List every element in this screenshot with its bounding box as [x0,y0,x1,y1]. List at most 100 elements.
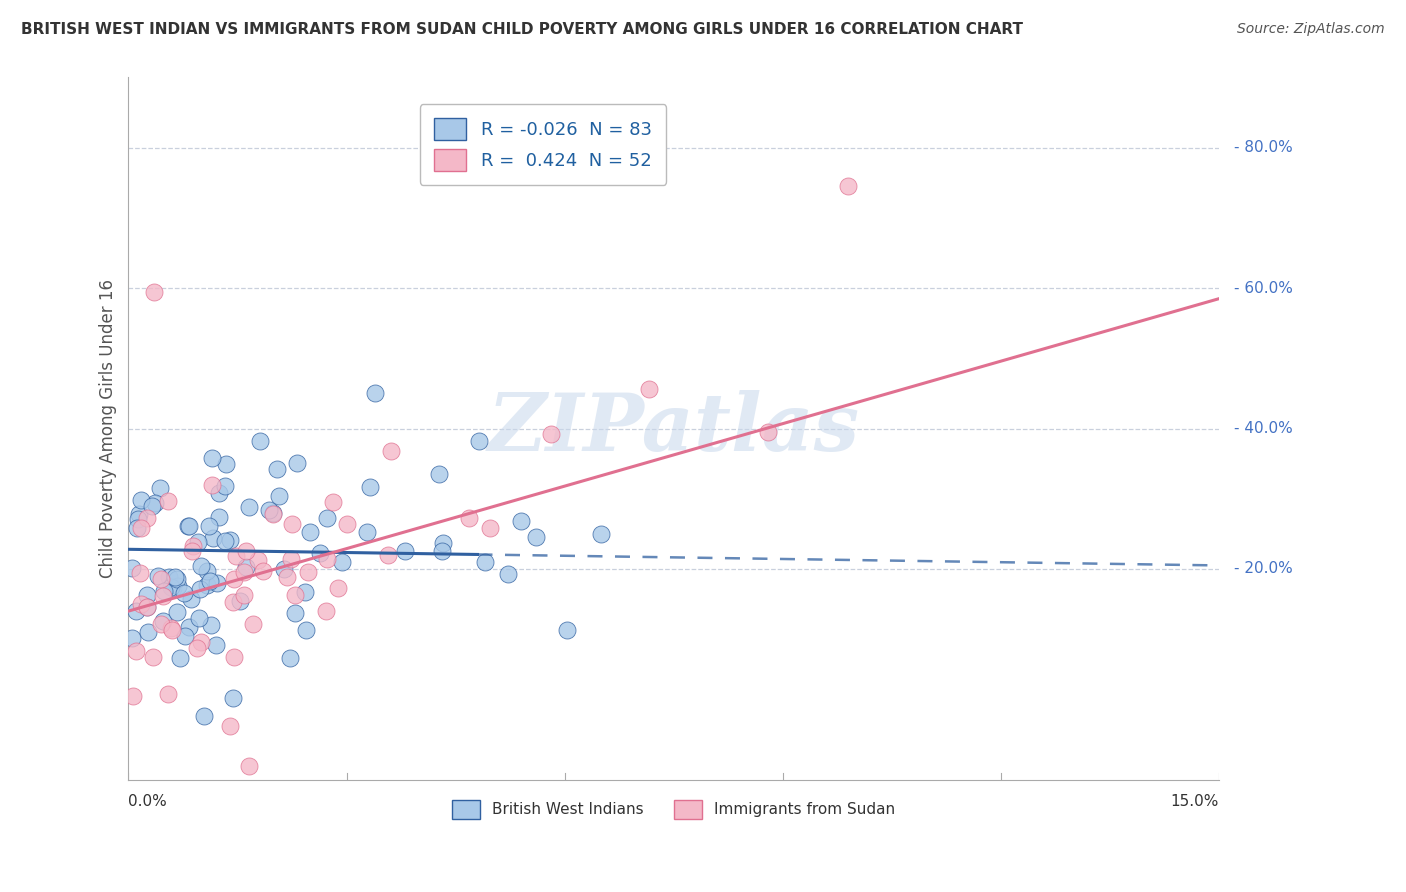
Point [180,591,202,606]
Point [121,560,143,574]
Point [540,427,562,442]
Point [152,584,174,599]
Point [356,525,378,540]
Point [160,621,183,635]
Point [591,527,613,541]
Point [294,624,316,638]
Point [125,644,148,658]
Text: - 60.0%: - 60.0% [1233,281,1292,295]
Legend: British West Indians, Immigrants from Sudan: British West Indians, Immigrants from Su… [446,794,901,824]
Point [359,480,381,494]
Text: - 40.0%: - 40.0% [1233,421,1292,436]
Point [322,495,344,509]
Point [121,631,143,645]
Point [394,544,416,558]
Point [200,618,222,632]
Point [432,536,454,550]
Point [165,570,187,584]
Point [233,588,256,602]
Point [135,599,157,614]
Point [166,572,188,586]
Point [309,546,332,560]
Point [336,516,359,531]
Text: - 80.0%: - 80.0% [1233,140,1292,155]
Point [201,478,224,492]
Point [242,617,264,632]
Point [198,518,221,533]
Point [294,584,316,599]
Point [284,607,307,621]
Point [235,559,257,574]
Point [280,516,302,531]
Point [187,534,209,549]
Point [299,525,322,540]
Point [162,581,184,595]
Point [427,467,450,481]
Point [195,578,218,592]
Point [166,605,188,619]
Point [479,521,502,535]
Point [186,641,208,656]
Point [148,568,170,582]
Point [135,600,157,615]
Text: 15.0%: 15.0% [1171,794,1219,809]
Point [262,507,284,521]
Text: BRITISH WEST INDIAN VS IMMIGRANTS FROM SUDAN CHILD POVERTY AMONG GIRLS UNDER 16 : BRITISH WEST INDIAN VS IMMIGRANTS FROM S… [21,22,1024,37]
Point [249,434,271,448]
Point [160,624,183,638]
Point [152,589,174,603]
Point [128,508,150,522]
Point [278,651,301,665]
Point [377,548,399,562]
Point [457,510,479,524]
Point [756,425,779,439]
Point [509,514,531,528]
Point [141,499,163,513]
Point [238,500,260,515]
Point [179,620,201,634]
Point [837,179,859,194]
Point [218,533,240,547]
Point [214,479,236,493]
Point [142,649,165,664]
Point [380,444,402,458]
Point [205,575,228,590]
Point [190,558,212,573]
Point [315,510,337,524]
Point [266,462,288,476]
Point [315,604,337,618]
Point [198,574,221,588]
Point [432,544,454,558]
Point [177,519,200,533]
Point [157,570,180,584]
Point [238,758,260,772]
Point [174,629,197,643]
Point [208,510,231,524]
Point [181,539,204,553]
Point [316,552,339,566]
Point [235,544,257,558]
Point [157,687,180,701]
Point [215,457,238,471]
Point [267,489,290,503]
Point [225,549,247,563]
Point [222,594,245,608]
Point [127,521,149,535]
Point [136,625,159,640]
Point [131,597,153,611]
Point [193,708,215,723]
Point [222,650,245,665]
Point [364,386,387,401]
Point [221,690,243,705]
Point [156,493,179,508]
Point [166,579,188,593]
Point [280,552,302,566]
Point [218,718,240,732]
Point [524,530,547,544]
Point [252,565,274,579]
Y-axis label: Child Poverty Among Girls Under 16: Child Poverty Among Girls Under 16 [100,279,117,578]
Point [187,611,209,625]
Point [149,617,172,632]
Point [328,581,350,595]
Point [297,565,319,579]
